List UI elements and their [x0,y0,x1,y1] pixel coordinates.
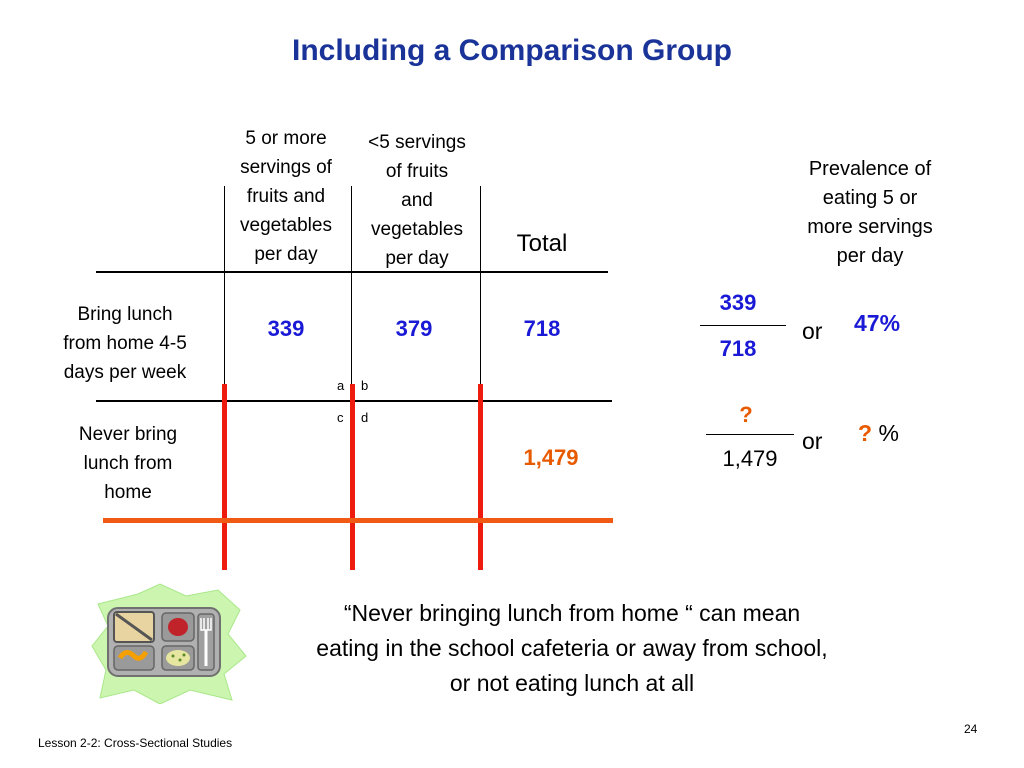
header-line: per day [385,248,449,269]
prevalence-row1-denominator: 718 [719,336,757,361]
prevalence-row2-unknown: ? [858,420,873,446]
cell-row1-col2: 379 [395,316,433,341]
prevalence-header-line: eating 5 or [822,187,918,209]
red-col-line-2 [350,384,355,570]
prevalence-row2-or: or [802,428,823,454]
cell-letter-b: b [361,378,369,393]
prevalence-row1-or: or [802,318,823,344]
header-line: servings of [240,157,332,178]
prevalence-row2-denominator: 1,479 [722,446,778,471]
quote-line: or not eating lunch at all [449,670,695,696]
row-label-line: home [104,482,152,503]
quote-text: “Never bringing lunch from home “ can me… [240,596,904,701]
header-line: per day [254,244,318,265]
cell-row1-col1: 339 [267,316,305,341]
row-label-never-bring: Never bring lunch from home [30,420,226,507]
prevalence-row1-numerator: 339 [719,290,757,315]
row-label-bring-lunch: Bring lunch from home 4-5 days per week [30,300,220,387]
cell-row1-total: 718 [523,316,561,341]
row-label-line: Bring lunch [77,304,173,325]
col-header-less-than-5: <5 servings of fruits and vegetables per… [354,128,480,273]
table-col-rule-1 [224,186,225,400]
prevalence-header-line: more servings [807,216,933,238]
quote-line: “Never bringing lunch from home “ can me… [343,600,801,626]
row-label-line: days per week [63,362,187,383]
prevalence-header: Prevalence of eating 5 or more servings … [784,155,956,271]
prevalence-header-line: Prevalence of [808,158,932,180]
header-line: and [401,190,433,211]
row-label-line: Never bring [78,424,178,445]
row-label-line: from home 4-5 [63,333,187,354]
cell-letter-d: d [361,410,369,425]
prevalence-row1-fraction-bar [700,325,786,326]
prevalence-row1-result: 47% [854,310,901,336]
header-line: of fruits [385,161,449,182]
cell-letter-a: a [337,378,345,393]
red-col-line-1 [222,384,227,570]
prevalence-header-line: per day [836,245,904,267]
header-line: <5 servings [368,132,466,153]
footer-lesson-title: Lesson 2-2: Cross-Sectional Studies [38,736,233,750]
prevalence-row2-percent-sign: % [878,420,899,446]
cell-row2-total: 1,479 [523,445,579,470]
red-col-line-3 [478,384,483,570]
cell-letter-c: c [337,410,344,425]
header-line: fruits and [246,186,326,207]
table-col-rule-3 [480,186,481,400]
header-line: vegetables [240,215,332,236]
quote-line: eating in the school cafeteria or away f… [316,635,828,661]
prevalence-row2-numerator: ? [739,402,753,427]
header-line: 5 or more [245,128,327,149]
page-title: Including a Comparison Group [291,34,732,67]
lunch-tray-icon [91,583,247,704]
header-line: vegetables [371,219,463,240]
table-col-rule-2 [351,186,352,400]
orange-bottom-rule [103,518,613,523]
table-header-rule [96,271,608,273]
prevalence-row2-result: ? % [858,420,899,447]
col-header-5-or-more: 5 or more servings of fruits and vegetab… [222,124,350,269]
col-header-total: Total [516,230,568,257]
page-number: 24 [964,722,978,736]
row-label-line: lunch from [83,453,173,474]
prevalence-row2-fraction-bar [706,434,794,435]
